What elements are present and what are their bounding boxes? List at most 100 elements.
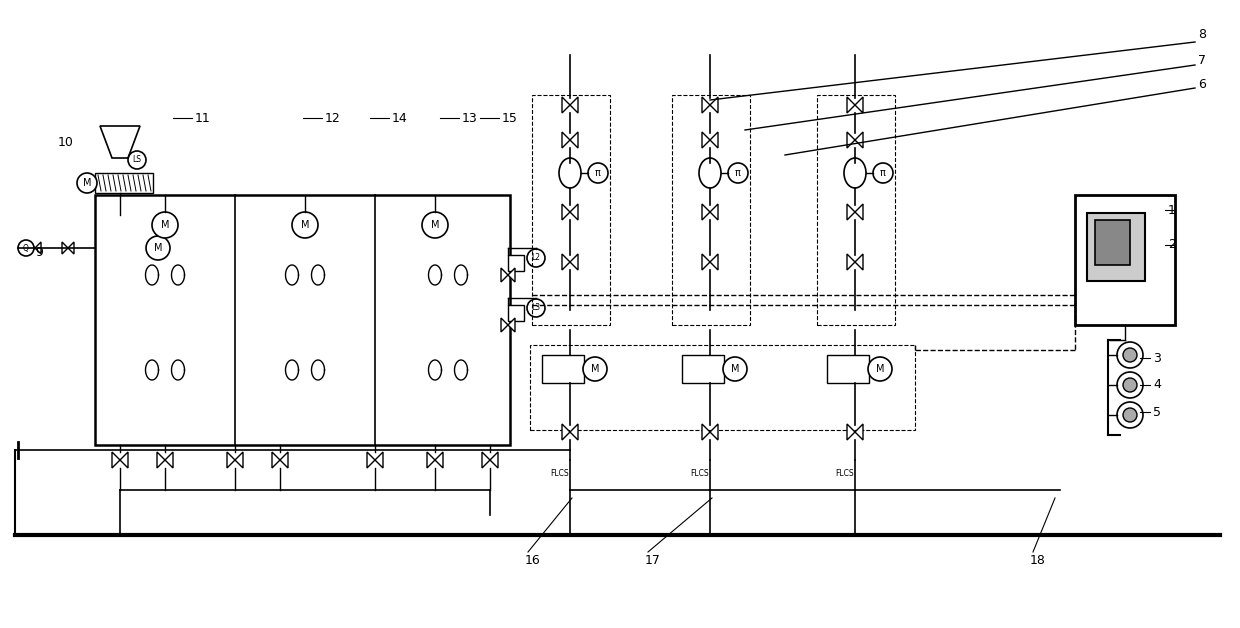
Text: FLCS: FLCS — [551, 468, 569, 477]
Polygon shape — [35, 242, 41, 254]
Bar — [508, 255, 525, 271]
Circle shape — [77, 173, 97, 193]
Polygon shape — [120, 452, 128, 468]
Polygon shape — [856, 424, 863, 440]
Text: L2: L2 — [532, 254, 541, 263]
Polygon shape — [570, 254, 578, 270]
Text: M: M — [730, 364, 739, 374]
Bar — [95, 195, 510, 445]
Text: M: M — [875, 364, 884, 374]
Circle shape — [291, 212, 317, 238]
Bar — [1075, 195, 1176, 325]
Text: 7: 7 — [1198, 53, 1207, 67]
Circle shape — [1117, 372, 1143, 398]
Text: 13: 13 — [463, 112, 477, 124]
Circle shape — [1123, 378, 1137, 392]
Bar — [1087, 213, 1145, 281]
Circle shape — [19, 240, 33, 256]
Circle shape — [1117, 402, 1143, 428]
Polygon shape — [711, 132, 718, 148]
Text: 4: 4 — [1153, 379, 1161, 391]
Polygon shape — [847, 254, 856, 270]
Polygon shape — [711, 204, 718, 220]
Text: 6: 6 — [1198, 78, 1205, 92]
Polygon shape — [570, 204, 578, 220]
Polygon shape — [501, 268, 508, 282]
Text: 3: 3 — [1153, 352, 1161, 364]
Circle shape — [873, 163, 893, 183]
Bar — [529, 345, 915, 430]
Polygon shape — [570, 132, 578, 148]
Polygon shape — [165, 452, 174, 468]
Circle shape — [728, 163, 748, 183]
Polygon shape — [702, 204, 711, 220]
Text: π: π — [595, 168, 601, 178]
Text: M: M — [154, 243, 162, 253]
Polygon shape — [562, 97, 570, 113]
Circle shape — [868, 357, 892, 381]
Circle shape — [128, 151, 146, 169]
Circle shape — [527, 249, 546, 267]
Polygon shape — [112, 452, 120, 468]
Polygon shape — [847, 97, 856, 113]
Polygon shape — [501, 318, 508, 332]
Polygon shape — [272, 452, 280, 468]
Bar — [817, 95, 895, 325]
Polygon shape — [856, 204, 863, 220]
Circle shape — [1123, 408, 1137, 422]
Ellipse shape — [559, 158, 582, 188]
Text: 8: 8 — [1198, 28, 1207, 41]
Polygon shape — [29, 242, 35, 254]
Polygon shape — [562, 424, 570, 440]
Polygon shape — [562, 204, 570, 220]
Text: 12: 12 — [325, 112, 341, 124]
Text: 10: 10 — [58, 136, 74, 148]
Polygon shape — [508, 318, 515, 332]
Circle shape — [588, 163, 608, 183]
Text: M: M — [83, 178, 92, 188]
Polygon shape — [62, 242, 68, 254]
Text: 18: 18 — [1030, 553, 1045, 566]
Text: 5: 5 — [1153, 406, 1161, 418]
Polygon shape — [435, 452, 443, 468]
Text: FLCS: FLCS — [689, 468, 708, 477]
Polygon shape — [570, 97, 578, 113]
Bar — [508, 305, 525, 321]
Text: 1: 1 — [1168, 203, 1176, 217]
Text: Q: Q — [24, 244, 29, 252]
Polygon shape — [856, 97, 863, 113]
Polygon shape — [562, 132, 570, 148]
Text: 16: 16 — [525, 553, 541, 566]
Polygon shape — [236, 452, 243, 468]
Text: M: M — [430, 220, 439, 230]
Text: 17: 17 — [645, 553, 661, 566]
Text: LS: LS — [133, 156, 141, 165]
Ellipse shape — [699, 158, 720, 188]
Circle shape — [422, 212, 448, 238]
Polygon shape — [367, 452, 374, 468]
Polygon shape — [508, 268, 515, 282]
Circle shape — [527, 299, 546, 317]
Polygon shape — [562, 254, 570, 270]
Text: M: M — [301, 220, 309, 230]
Polygon shape — [711, 97, 718, 113]
Polygon shape — [856, 132, 863, 148]
Polygon shape — [847, 132, 856, 148]
Polygon shape — [374, 452, 383, 468]
Polygon shape — [280, 452, 288, 468]
Polygon shape — [702, 424, 711, 440]
Bar — [542, 355, 584, 383]
Text: M: M — [161, 220, 169, 230]
Text: 14: 14 — [392, 112, 408, 124]
Circle shape — [583, 357, 608, 381]
Polygon shape — [702, 97, 711, 113]
Circle shape — [1123, 348, 1137, 362]
Polygon shape — [711, 424, 718, 440]
Polygon shape — [847, 424, 856, 440]
Polygon shape — [702, 132, 711, 148]
Text: FLCS: FLCS — [835, 468, 853, 477]
Text: 9: 9 — [35, 246, 43, 259]
Polygon shape — [427, 452, 435, 468]
Text: 11: 11 — [195, 112, 211, 124]
Polygon shape — [856, 254, 863, 270]
